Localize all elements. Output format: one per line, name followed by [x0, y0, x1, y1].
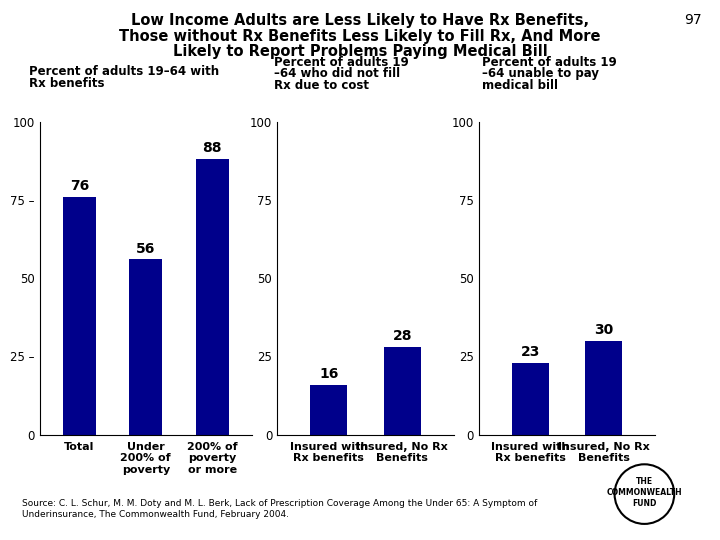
Text: THE
COMMONWEALTH
FUND: THE COMMONWEALTH FUND [606, 477, 683, 508]
Text: Low Income Adults are Less Likely to Have Rx Benefits,: Low Income Adults are Less Likely to Hav… [131, 14, 589, 29]
Text: 16: 16 [319, 367, 338, 381]
Text: Those without Rx Benefits Less Likely to Fill Rx, And More: Those without Rx Benefits Less Likely to… [120, 29, 600, 44]
Text: Percent of adults 19: Percent of adults 19 [274, 56, 408, 69]
Text: 30: 30 [594, 323, 613, 337]
Bar [512, 363, 549, 435]
Text: 28: 28 [392, 329, 412, 343]
Bar [585, 341, 622, 435]
Text: Source: C. L. Schur, M. M. Doty and M. L. Berk, Lack of Prescription Coverage Am: Source: C. L. Schur, M. M. Doty and M. L… [22, 500, 537, 519]
Bar [384, 347, 420, 435]
Bar [63, 197, 96, 435]
Text: Percent of adults 19: Percent of adults 19 [482, 56, 617, 69]
Bar [196, 159, 229, 435]
Text: –64 unable to pay: –64 unable to pay [482, 68, 600, 80]
Text: Rx benefits: Rx benefits [29, 77, 104, 90]
Text: medical bill: medical bill [482, 79, 559, 92]
Text: Likely to Report Problems Paying Medical Bill: Likely to Report Problems Paying Medical… [173, 44, 547, 59]
Text: Rx due to cost: Rx due to cost [274, 79, 369, 92]
Text: –64 who did not fill: –64 who did not fill [274, 68, 400, 80]
Text: 76: 76 [70, 179, 89, 193]
Bar [129, 259, 163, 435]
Text: 56: 56 [136, 241, 156, 255]
Text: 88: 88 [202, 141, 222, 156]
Bar [310, 384, 347, 435]
Text: 97: 97 [685, 14, 702, 28]
Text: Percent of adults 19–64 with: Percent of adults 19–64 with [29, 65, 219, 78]
Text: 23: 23 [521, 345, 540, 359]
